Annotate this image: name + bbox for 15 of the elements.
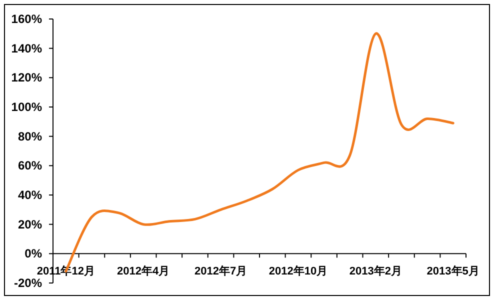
x-tick-label: 2012年10月 (268, 264, 328, 278)
y-tick-label: 160% (11, 12, 42, 26)
y-tick-label: 40% (18, 188, 42, 202)
y-tick-label: 0% (24, 246, 42, 261)
x-tick-label: 2013年2月 (349, 264, 402, 278)
y-tick-label: 80% (18, 129, 42, 144)
y-tick-label: -20% (14, 276, 42, 290)
y-tick-label: 20% (18, 217, 42, 232)
y-tick-label: 60% (18, 158, 42, 173)
y-tick-label: 120% (11, 70, 42, 85)
y-tick-label: 140% (11, 41, 42, 56)
x-tick-label: 2012年7月 (194, 264, 248, 278)
x-tick-label: 2012年4月 (117, 264, 170, 278)
y-tick-label: 100% (11, 100, 42, 114)
x-tick-label: 2013年5月 (426, 264, 480, 278)
